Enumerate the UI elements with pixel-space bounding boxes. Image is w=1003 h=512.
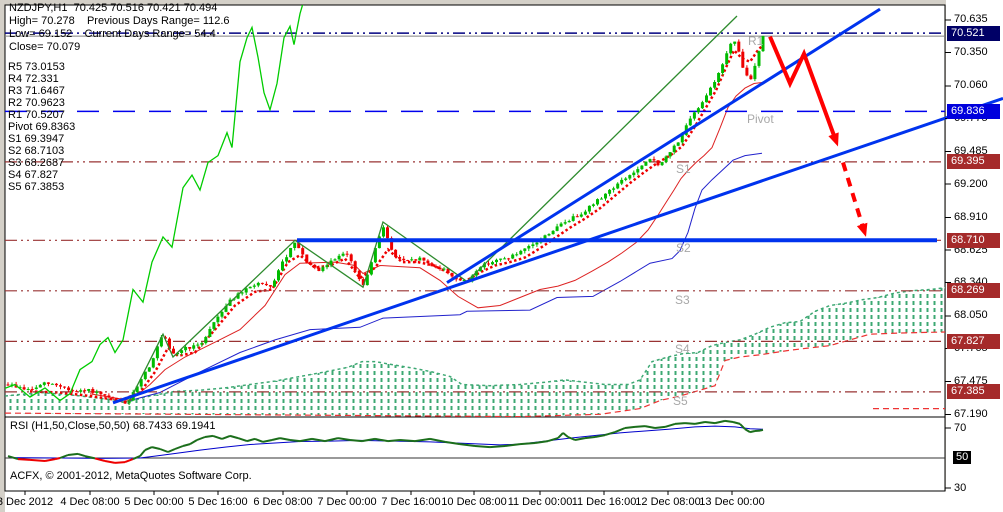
main-chart-layer [5,5,945,417]
pivot-level-row: S2 68.7103 [8,145,65,157]
pivot-level-row: R5 73.0153 [8,61,65,73]
time-axis-label: 3 Dec 2012 [0,496,54,508]
price-tick-label: 70.060 [954,79,988,92]
time-axis-label: 11 Dec 00:00 [507,496,573,508]
time-axis-label: 7 Dec 00:00 [317,496,377,508]
pivot-level-row: R4 72.331 [8,73,59,85]
pivot-level-row: R3 71.6467 [8,85,65,97]
level-area-label-s1: S1 [676,162,691,176]
rsi-indicator-label: RSI (H1,50,Close,50,50) 68.7433 69.1941 [10,420,216,432]
rsi-tick-label: 70 [954,421,967,434]
price-level-badge: 67.827 [947,333,1000,349]
time-axis-label: 10 Dec 08:00 [441,496,507,508]
pivot-level-row: Pivot 69.8363 [8,121,76,133]
zigzag-line [127,15,738,405]
level-area-label-pivot: Pivot [747,112,774,126]
pivot-level-row: S1 69.3947 [8,133,65,145]
drawn-objects-layer[interactable] [112,7,1003,405]
price-level-badge: 68.269 [947,283,1000,299]
price-level-badge: 68.710 [947,232,1000,248]
bearish-projection-arrow-head [828,132,839,147]
time-axis-label: 7 Dec 16:00 [381,496,441,508]
symbol-ohlc-line: NZDJPY,H1 70.425 70.516 70.421 70.494 [9,2,218,14]
time-axis-label: 11 Dec 16:00 [571,496,637,508]
copyright-label: ACFX, © 2001-2012, MetaQuotes Software C… [10,470,252,482]
pivot-level-row: R1 70.5207 [8,109,65,121]
rsi-50-badge: 50 [953,451,972,464]
panel-splitter[interactable] [5,416,945,419]
time-axis-label: 5 Dec 16:00 [188,496,248,508]
price-tick-label: 70.635 [954,13,988,26]
rsi-signal-line [9,425,764,459]
kijun-blue-line [129,152,763,401]
shallow-uptrend-line[interactable] [112,96,1003,405]
time-axis-label: 4 Dec 08:00 [60,496,120,508]
level-area-label-r1: R1 [748,34,764,48]
tenkan-red-line [89,81,764,402]
price-level-badge: 67.385 [947,384,1000,400]
high-range-line: High= 70.278 Previous Days Range= 112.6 [9,15,230,27]
steep-uptrend-line[interactable] [446,7,881,284]
price-tick-label: 69.485 [954,145,988,158]
level-area-label-s2: S2 [676,241,691,255]
candles-layer [6,35,765,405]
level-area-label-s5: S5 [673,394,688,408]
bearish-projection-arrow-dashed-head [856,222,868,237]
bearish-projection-arrow-dashed[interactable] [841,161,866,229]
bearish-projection-arrow[interactable] [768,35,837,139]
price-tick-label: 68.910 [954,210,988,223]
price-tick-label: 67.190 [954,407,988,420]
pivot-level-row: S3 68.2687 [8,157,65,169]
price-level-badge: 70.521 [947,25,1000,41]
level-area-label-s3: S3 [675,293,690,307]
time-axis-label: 6 Dec 08:00 [253,496,313,508]
price-tick-label: 68.050 [954,309,988,322]
rsi-layer [5,419,945,464]
low-range-line: Low= 69.152 Current Days Range= 54.4 [9,28,216,40]
pivot-level-row: S4 67.827 [8,169,59,181]
ichimoku-cloud [5,287,945,417]
price-tick-label: 70.350 [954,46,988,59]
pivot-level-row: R2 70.9623 [8,97,65,109]
price-level-badge: 69.395 [947,154,1000,170]
overlay-symbol-line [5,5,304,402]
time-axis-label: 13 Dec 00:00 [699,496,765,508]
price-tick-label: 67.475 [954,375,988,388]
price-level-badge: 69.836 [947,103,1000,119]
time-axis-label: 5 Dec 00:00 [124,496,184,508]
dotted-red-ma-line [29,43,764,402]
close-line: Close= 70.079 [9,41,81,53]
level-area-label-s4: S4 [675,342,690,356]
time-axis-label: 12 Dec 08:00 [635,496,701,508]
price-tick-label: 69.200 [954,177,988,190]
pivot-level-row: S5 67.3853 [8,181,65,193]
rsi-tick-label: 30 [954,481,967,494]
